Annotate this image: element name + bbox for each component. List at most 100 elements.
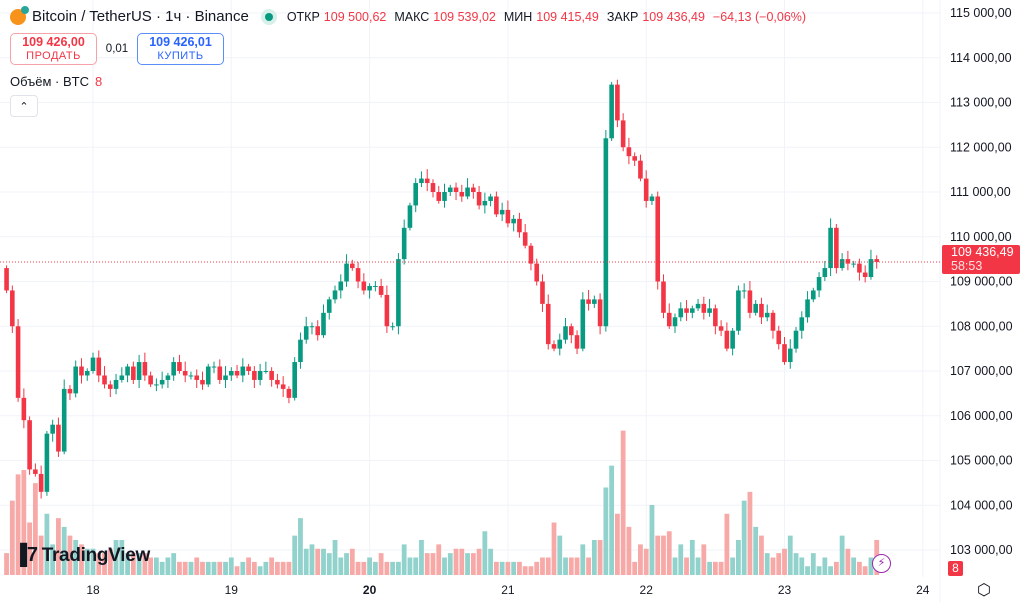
volume-bar bbox=[787, 535, 793, 575]
candle bbox=[499, 202, 505, 222]
volume-bar bbox=[822, 557, 828, 575]
volume-bar bbox=[568, 557, 574, 575]
candle bbox=[453, 182, 459, 201]
close-value: 109 436,49 bbox=[642, 9, 705, 24]
candle bbox=[177, 354, 182, 374]
candle-body bbox=[309, 326, 315, 328]
volume-bar bbox=[655, 535, 661, 575]
candle bbox=[378, 278, 384, 298]
candle-body bbox=[73, 366, 79, 394]
candle-body bbox=[632, 156, 637, 161]
candle bbox=[528, 243, 534, 271]
volume-bar bbox=[298, 518, 303, 575]
candle-body bbox=[332, 290, 338, 300]
volume-bar bbox=[799, 557, 805, 575]
candle bbox=[361, 273, 367, 295]
volume-bar bbox=[465, 553, 470, 575]
volume-legend[interactable]: Объём · BTC 8 bbox=[10, 74, 102, 89]
candle-body bbox=[609, 84, 614, 139]
candle bbox=[551, 340, 557, 352]
volume-bar bbox=[217, 561, 223, 575]
candle-body bbox=[21, 397, 27, 421]
volume-bar bbox=[228, 557, 234, 575]
volume-bar bbox=[396, 561, 401, 575]
volume-bar bbox=[522, 566, 528, 575]
volume-bar bbox=[810, 553, 816, 575]
volume-bar bbox=[833, 561, 839, 575]
candle bbox=[171, 357, 176, 381]
buy-button[interactable]: 109 426,01 КУПИТЬ bbox=[137, 33, 224, 65]
volume-bar bbox=[275, 561, 280, 575]
volume-bar bbox=[672, 557, 678, 575]
volume-bar bbox=[125, 553, 130, 575]
volume-bar bbox=[666, 531, 672, 575]
candle-body bbox=[638, 160, 643, 179]
time-tick-label: 18 bbox=[86, 583, 100, 597]
volume-bar bbox=[689, 540, 695, 575]
candle-body bbox=[338, 281, 344, 291]
price-tick-label: 105 000,00 bbox=[950, 454, 1013, 468]
candle-body bbox=[142, 362, 148, 376]
candle bbox=[787, 339, 793, 369]
candle bbox=[407, 202, 413, 231]
volume-bar bbox=[620, 430, 626, 575]
tradingview-logo[interactable]: ▐7 TradingView bbox=[13, 544, 150, 567]
candle bbox=[828, 218, 833, 277]
candle bbox=[67, 385, 73, 401]
candle-body bbox=[787, 348, 793, 363]
volume-bar bbox=[338, 557, 344, 575]
price-tick-label: 110 000,00 bbox=[950, 230, 1012, 244]
volume-tag: 8 bbox=[948, 561, 963, 576]
volume-value: 8 bbox=[94, 74, 103, 89]
candle-body bbox=[252, 371, 257, 380]
collapse-legend-button[interactable]: ⌃ bbox=[10, 95, 38, 117]
symbol-title[interactable]: Bitcoin / TetherUS · 1ч · Binance bbox=[32, 8, 249, 25]
candle-body bbox=[171, 362, 176, 376]
candle-body bbox=[574, 335, 580, 349]
candle-body bbox=[834, 227, 839, 269]
candle-body bbox=[292, 362, 297, 398]
candle-body bbox=[868, 259, 874, 278]
candle bbox=[678, 302, 684, 322]
candle-body bbox=[240, 366, 246, 376]
volume-bar bbox=[269, 557, 275, 575]
chevron-up-icon: ⌃ bbox=[19, 100, 29, 113]
candle bbox=[690, 305, 695, 319]
volume-bar bbox=[130, 553, 136, 575]
candle bbox=[84, 368, 90, 381]
volume-bar bbox=[384, 561, 390, 575]
volume-bar bbox=[695, 557, 701, 575]
candle bbox=[165, 372, 171, 389]
volume-bar bbox=[851, 557, 857, 575]
candle-body bbox=[280, 384, 286, 389]
volume-bar bbox=[142, 553, 148, 575]
ohlc-readout: ОТКР 109 500,62 МАКС 109 539,02 МИН 109 415… bbox=[287, 10, 810, 24]
gear-icon[interactable]: ⬡ bbox=[977, 582, 991, 599]
candle-body bbox=[736, 290, 741, 331]
volume-bar bbox=[349, 548, 355, 575]
candle-body bbox=[862, 272, 868, 278]
volume-bar bbox=[557, 535, 563, 575]
time-tick-label: 20 bbox=[363, 583, 377, 597]
candle bbox=[154, 378, 159, 392]
candle bbox=[649, 193, 655, 205]
volume-bar bbox=[200, 561, 205, 575]
candle-body bbox=[234, 371, 240, 376]
candle bbox=[217, 359, 223, 384]
sell-button[interactable]: 109 426,00 ПРОДАТЬ bbox=[10, 33, 97, 65]
volume-bar bbox=[56, 518, 61, 575]
candle-body bbox=[223, 375, 228, 380]
volume-bar bbox=[211, 561, 217, 575]
candle-body bbox=[413, 183, 418, 206]
candle-body bbox=[344, 263, 349, 282]
candle-body bbox=[188, 375, 194, 377]
volume-bar bbox=[44, 513, 50, 575]
volume-bar bbox=[730, 557, 736, 575]
candle bbox=[545, 294, 551, 350]
buy-label: КУПИТЬ bbox=[157, 50, 204, 62]
market-status-icon bbox=[264, 12, 273, 21]
candle bbox=[834, 223, 839, 274]
lightning-icon[interactable]: ⚡︎ bbox=[872, 554, 891, 573]
candle-body bbox=[61, 388, 67, 452]
